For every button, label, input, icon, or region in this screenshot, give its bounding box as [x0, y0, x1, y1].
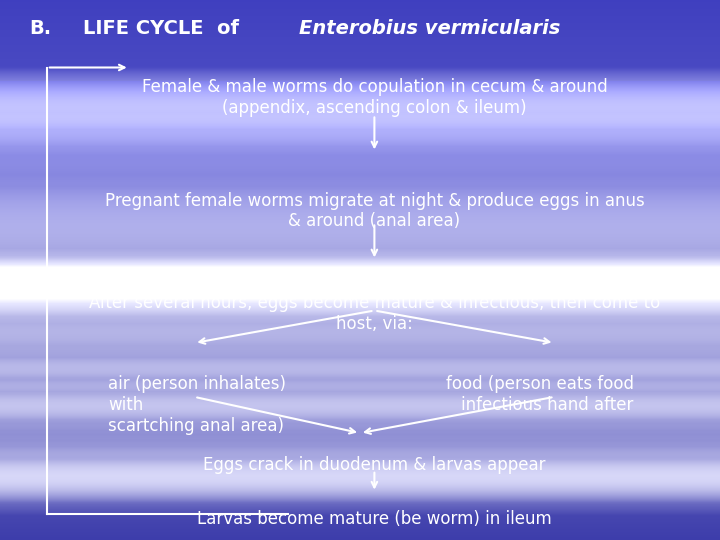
Text: food (person eats food
infectious hand after: food (person eats food infectious hand a…: [446, 375, 634, 414]
Text: After several hours, eggs become mature & infectious, then come to
host, via:: After several hours, eggs become mature …: [89, 294, 660, 333]
Text: Eggs crack in duodenum & larvas appear: Eggs crack in duodenum & larvas appear: [203, 456, 546, 474]
Text: air (person inhalates)
with
scartching anal area): air (person inhalates) with scartching a…: [108, 375, 286, 435]
Text: Pregnant female worms migrate at night & produce eggs in anus
& around (anal are: Pregnant female worms migrate at night &…: [104, 192, 644, 231]
Text: Larvas become mature (be worm) in ileum: Larvas become mature (be worm) in ileum: [197, 510, 552, 528]
Text: B.: B.: [29, 19, 51, 38]
Text: Enterobius vermicularis: Enterobius vermicularis: [299, 19, 560, 38]
Text: LIFE CYCLE  of: LIFE CYCLE of: [83, 19, 252, 38]
Text: Female & male worms do copulation in cecum & around
(appendix, ascending colon &: Female & male worms do copulation in cec…: [142, 78, 607, 117]
